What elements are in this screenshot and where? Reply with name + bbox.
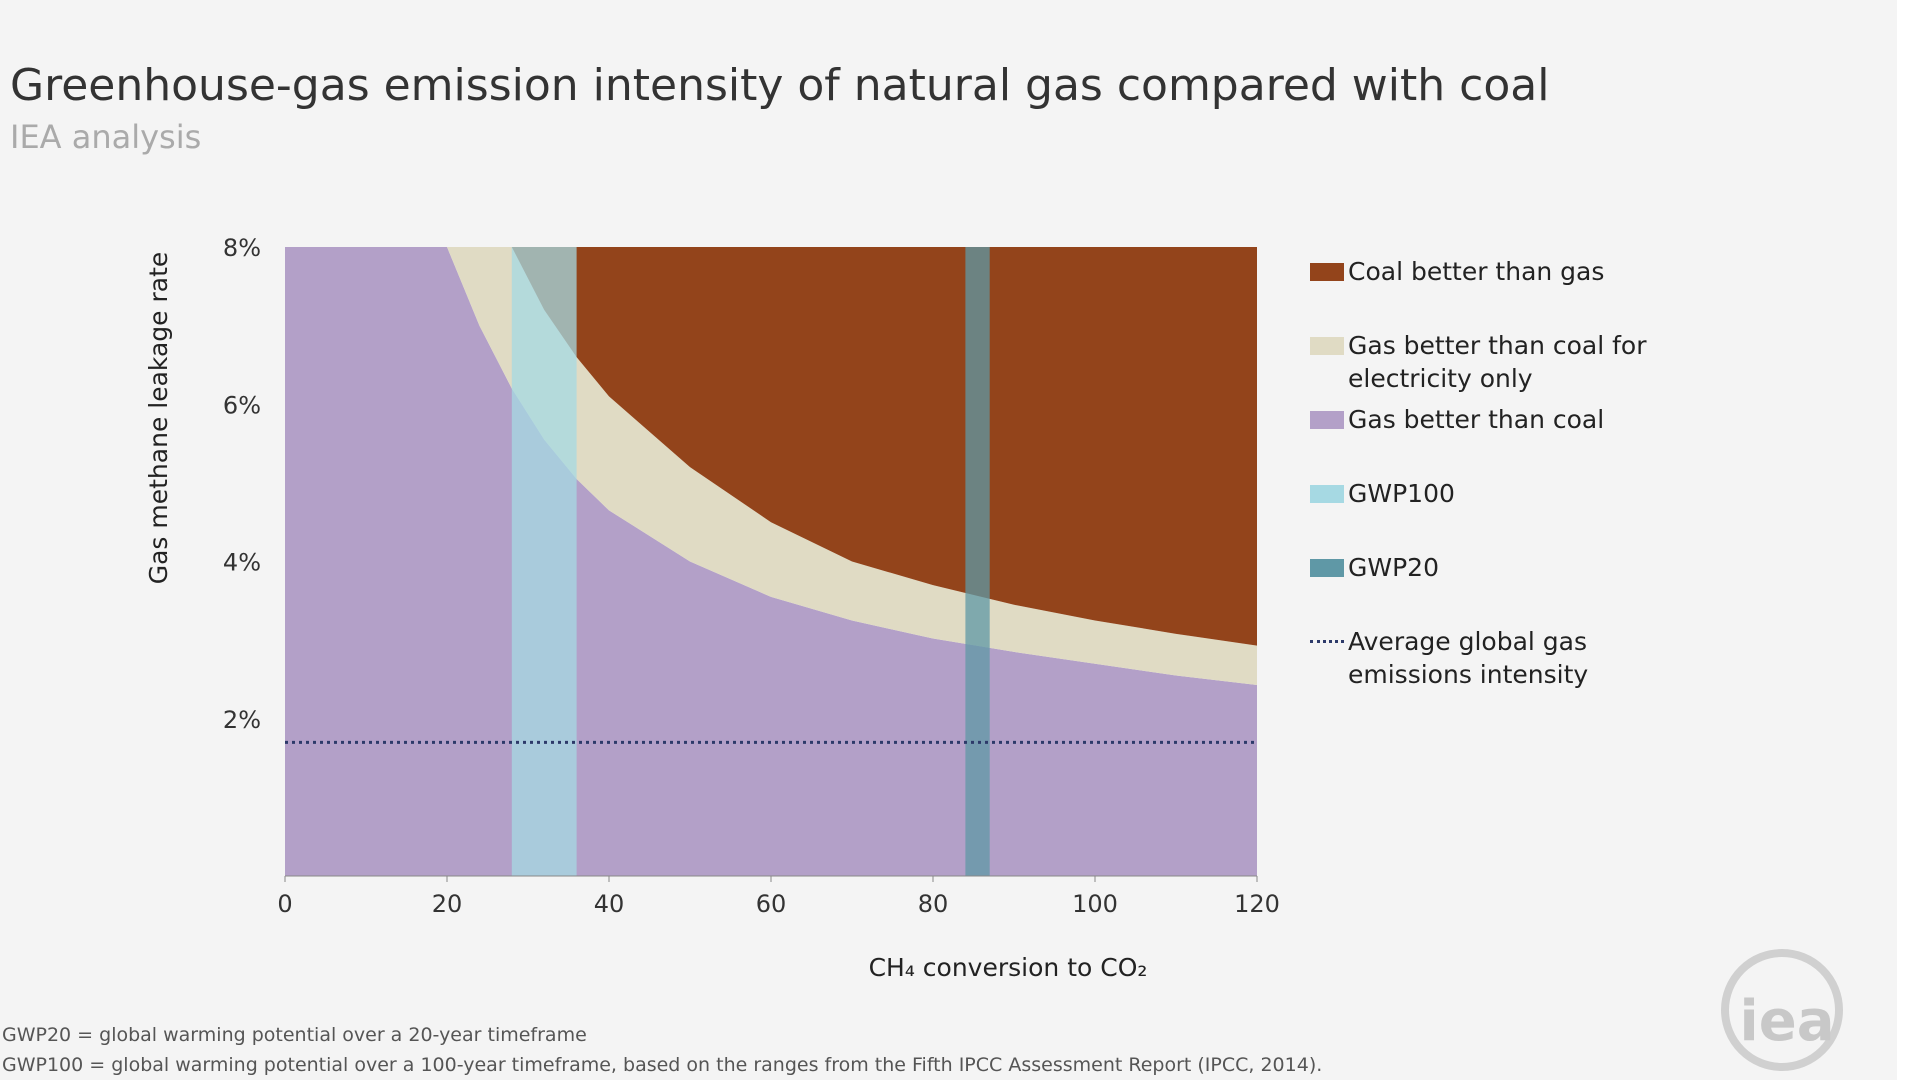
legend-label: Gas better than coal for electricity onl… [1348, 331, 1647, 393]
legend-label: GWP100 [1348, 479, 1455, 508]
chart-title: Greenhouse-gas emission intensity of nat… [10, 60, 1549, 111]
x-tick-label: 40 [594, 890, 625, 918]
legend-item: Average global gas emissions intensity [1310, 625, 1688, 691]
legend-item: GWP100 [1310, 477, 1688, 510]
y-tick-label: 4% [223, 549, 261, 577]
x-tick-label: 20 [432, 890, 463, 918]
logo-ring [1721, 949, 1843, 1071]
legend-swatch [1310, 337, 1344, 355]
x-tick-label: 80 [918, 890, 949, 918]
area [285, 247, 1257, 646]
footnote: GWP100 = global warming potential over a… [2, 1054, 1322, 1076]
plot-area [285, 247, 1257, 876]
legend-label: Gas better than coal [1348, 405, 1605, 434]
y-axis-label: Gas methane leakage rate [144, 252, 173, 585]
x-tick-label: 60 [756, 890, 787, 918]
legend-item: Gas better than coal for electricity onl… [1310, 329, 1688, 395]
legend-label: Coal better than gas [1348, 257, 1605, 286]
legend-swatch [1310, 485, 1344, 503]
chart-subtitle: IEA analysis [10, 118, 201, 156]
legend-swatch [1310, 640, 1344, 643]
y-tick-label: 2% [223, 706, 261, 734]
x-tick-label: 100 [1072, 890, 1118, 918]
band [511, 247, 577, 876]
legend-item: GWP20 [1310, 551, 1688, 584]
legend-label: GWP20 [1348, 553, 1439, 582]
legend-swatch [1310, 411, 1344, 429]
x-tick-label: 120 [1234, 890, 1280, 918]
x-tick-label: 0 [277, 890, 292, 918]
legend-item: Gas better than coal [1310, 403, 1688, 436]
legend-swatch [1310, 263, 1344, 281]
legend-label: Average global gas emissions intensity [1348, 627, 1589, 689]
x-axis-label: CH₄ conversion to CO₂ [869, 953, 1148, 982]
band [965, 247, 990, 876]
y-tick-label: 6% [223, 391, 261, 419]
y-tick-label: 8% [223, 234, 261, 262]
logo: iea [1740, 989, 1835, 1054]
footnote: GWP20 = global warming potential over a … [2, 1024, 587, 1046]
legend-item: Coal better than gas [1310, 255, 1688, 288]
legend-swatch [1310, 559, 1344, 577]
